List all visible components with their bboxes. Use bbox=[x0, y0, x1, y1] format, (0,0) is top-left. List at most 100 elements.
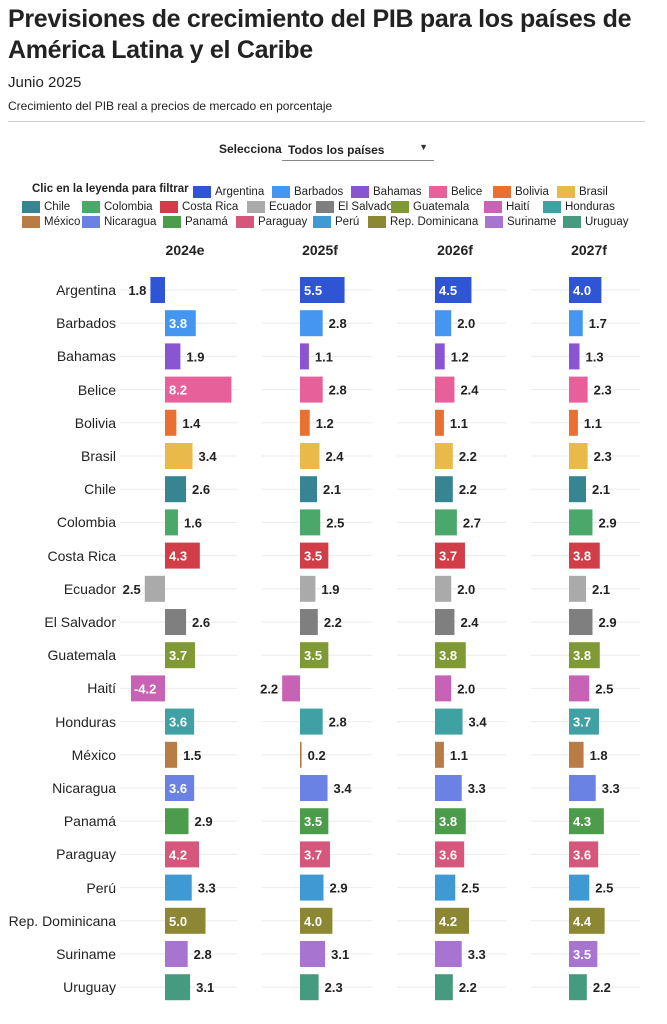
bar-uruguay-2026f[interactable] bbox=[435, 974, 453, 1001]
legend-item-rep-dominicana[interactable]: Rep. Dominicana bbox=[368, 215, 478, 229]
legend-item-bahamas[interactable]: Bahamas bbox=[351, 185, 422, 199]
bar-haiti-2024e[interactable] bbox=[130, 675, 165, 702]
bar-el-salvador-2026f[interactable] bbox=[435, 609, 455, 635]
bar-panama-2024e[interactable] bbox=[165, 808, 189, 835]
bar-barbados-2025f[interactable] bbox=[300, 310, 323, 337]
legend-item-colombia[interactable]: Colombia bbox=[82, 200, 153, 214]
bar-uruguay-2025f[interactable] bbox=[300, 974, 319, 1001]
bar-peru-2027f[interactable] bbox=[569, 874, 590, 901]
bar-mexico-2026f[interactable] bbox=[435, 741, 444, 768]
bar-peru-2026f[interactable] bbox=[435, 874, 456, 901]
bar-haiti-2027f[interactable] bbox=[569, 675, 590, 702]
bar-nicaragua-2025f[interactable] bbox=[300, 775, 328, 801]
bar-honduras-2024e[interactable] bbox=[165, 708, 195, 735]
bar-guatemala-2025f[interactable] bbox=[300, 642, 329, 669]
bar-bahamas-2025f[interactable] bbox=[300, 343, 309, 370]
bar-belice-2026f[interactable] bbox=[435, 376, 455, 403]
bar-honduras-2027f[interactable] bbox=[569, 708, 599, 735]
bar-paraguay-2025f[interactable] bbox=[300, 841, 330, 868]
bar-nicaragua-2027f[interactable] bbox=[569, 775, 596, 801]
bar-rep-dominicana-2027f[interactable] bbox=[569, 907, 605, 934]
bar-el-salvador-2025f[interactable] bbox=[300, 609, 318, 635]
bar-costa-rica-2027f[interactable] bbox=[569, 542, 600, 569]
bar-colombia-2027f[interactable] bbox=[569, 509, 593, 536]
bar-costa-rica-2026f[interactable] bbox=[435, 542, 465, 569]
bar-el-salvador-2027f[interactable] bbox=[569, 609, 593, 635]
legend-item-uruguay[interactable]: Uruguay bbox=[563, 215, 628, 229]
bar-argentina-2026f[interactable] bbox=[435, 277, 472, 303]
bar-bolivia-2026f[interactable] bbox=[435, 409, 444, 436]
bar-belice-2024e[interactable] bbox=[165, 376, 232, 403]
country-select[interactable]: Todos los países ▼ bbox=[282, 136, 434, 161]
legend-item-chile[interactable]: Chile bbox=[22, 200, 70, 214]
bar-guatemala-2026f[interactable] bbox=[435, 642, 466, 669]
bar-bolivia-2025f[interactable] bbox=[300, 409, 310, 436]
bar-nicaragua-2024e[interactable] bbox=[165, 775, 195, 801]
bar-peru-2024e[interactable] bbox=[165, 874, 192, 901]
legend-item-mexico[interactable]: México bbox=[22, 215, 80, 229]
bar-brasil-2027f[interactable] bbox=[569, 443, 588, 469]
bar-honduras-2025f[interactable] bbox=[300, 708, 323, 735]
bar-barbados-2024e[interactable] bbox=[165, 310, 196, 337]
bar-mexico-2024e[interactable] bbox=[165, 741, 178, 768]
bar-bahamas-2024e[interactable] bbox=[165, 343, 181, 370]
bar-barbados-2026f[interactable] bbox=[435, 310, 452, 337]
bar-haiti-2025f[interactable] bbox=[282, 675, 300, 702]
bar-colombia-2024e[interactable] bbox=[165, 509, 178, 536]
bar-ecuador-2026f[interactable] bbox=[435, 575, 452, 602]
legend-item-belice[interactable]: Belice bbox=[429, 185, 482, 199]
bar-belice-2027f[interactable] bbox=[569, 376, 588, 403]
bar-bahamas-2026f[interactable] bbox=[435, 343, 445, 370]
bar-rep-dominicana-2026f[interactable] bbox=[435, 907, 470, 934]
bar-rep-dominicana-2024e[interactable] bbox=[165, 907, 206, 934]
legend-item-paraguay[interactable]: Paraguay bbox=[236, 215, 307, 229]
bar-argentina-2027f[interactable] bbox=[569, 277, 602, 303]
bar-chile-2025f[interactable] bbox=[300, 476, 318, 503]
bar-mexico-2025f[interactable] bbox=[300, 741, 302, 768]
bar-suriname-2027f[interactable] bbox=[569, 941, 598, 967]
bar-bahamas-2027f[interactable] bbox=[569, 343, 580, 370]
bar-el-salvador-2024e[interactable] bbox=[165, 609, 187, 635]
bar-peru-2025f[interactable] bbox=[300, 874, 324, 901]
bar-brasil-2024e[interactable] bbox=[165, 443, 193, 469]
bar-suriname-2025f[interactable] bbox=[300, 941, 326, 967]
bar-honduras-2026f[interactable] bbox=[435, 708, 463, 735]
bar-ecuador-2024e[interactable] bbox=[144, 575, 165, 602]
bar-paraguay-2024e[interactable] bbox=[165, 841, 200, 868]
legend-item-nicaragua[interactable]: Nicaragua bbox=[82, 215, 156, 229]
bar-uruguay-2024e[interactable] bbox=[165, 974, 191, 1001]
legend-item-guatemala[interactable]: Guatemala bbox=[391, 200, 469, 214]
bar-panama-2026f[interactable] bbox=[435, 808, 466, 835]
legend-item-costa-rica[interactable]: Costa Rica bbox=[160, 200, 238, 214]
bar-costa-rica-2024e[interactable] bbox=[165, 542, 200, 569]
bar-suriname-2026f[interactable] bbox=[435, 941, 462, 967]
bar-nicaragua-2026f[interactable] bbox=[435, 775, 462, 801]
bar-mexico-2027f[interactable] bbox=[569, 741, 584, 768]
legend-item-bolivia[interactable]: Bolivia bbox=[493, 185, 549, 199]
legend-item-honduras[interactable]: Honduras bbox=[543, 200, 615, 214]
bar-brasil-2025f[interactable] bbox=[300, 443, 320, 469]
bar-haiti-2026f[interactable] bbox=[435, 675, 452, 702]
legend-item-suriname[interactable]: Suriname bbox=[485, 215, 556, 229]
bar-ecuador-2025f[interactable] bbox=[300, 575, 316, 602]
bar-costa-rica-2025f[interactable] bbox=[300, 542, 329, 569]
bar-colombia-2025f[interactable] bbox=[300, 509, 321, 536]
bar-chile-2024e[interactable] bbox=[165, 476, 187, 503]
bar-ecuador-2027f[interactable] bbox=[569, 575, 587, 602]
legend-item-ecuador[interactable]: Ecuador bbox=[247, 200, 312, 214]
bar-guatemala-2027f[interactable] bbox=[569, 642, 600, 669]
legend-item-brasil[interactable]: Brasil bbox=[557, 185, 608, 199]
bar-panama-2027f[interactable] bbox=[569, 808, 604, 835]
legend-item-haiti[interactable]: Haití bbox=[484, 200, 530, 214]
bar-chile-2027f[interactable] bbox=[569, 476, 587, 503]
bar-brasil-2026f[interactable] bbox=[435, 443, 453, 469]
legend-item-panama[interactable]: Panamá bbox=[163, 215, 228, 229]
bar-rep-dominicana-2025f[interactable] bbox=[300, 907, 333, 934]
bar-colombia-2026f[interactable] bbox=[435, 509, 457, 536]
bar-paraguay-2027f[interactable] bbox=[569, 841, 599, 868]
bar-paraguay-2026f[interactable] bbox=[435, 841, 465, 868]
legend-item-barbados[interactable]: Barbados bbox=[272, 185, 343, 199]
legend-item-el-salvador[interactable]: El Salvador bbox=[316, 200, 397, 214]
legend-item-peru[interactable]: Perú bbox=[313, 215, 359, 229]
bar-bolivia-2027f[interactable] bbox=[569, 409, 578, 436]
